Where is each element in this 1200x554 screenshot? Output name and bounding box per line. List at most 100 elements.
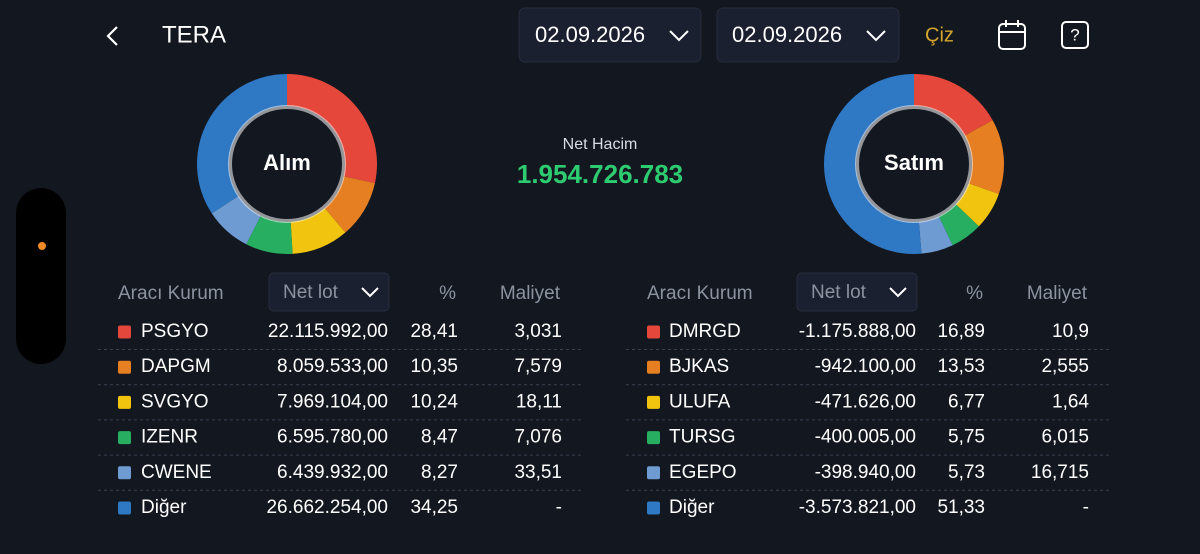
broker-name: SVGYO [141,391,209,412]
color-swatch [647,466,660,480]
column-header: Net lot [283,282,339,303]
chevron [889,287,907,298]
donut-hole [232,109,342,219]
title: TERA [162,21,226,48]
broker-name: TURSG [669,427,736,448]
cost: 1,64 [1052,391,1089,412]
broker-name: BJKAS [669,356,729,377]
column-header: Aracı Kurum [647,283,753,304]
date-from[interactable]: 02.09.2026 [518,7,702,63]
color-swatch [118,501,131,515]
percent: 8,47 [421,427,458,448]
chevron [669,30,689,42]
color-swatch [118,466,131,480]
column-header: Maliyet [1027,283,1088,304]
percent: 34,25 [410,497,458,518]
percent: 16,89 [937,321,985,342]
donut-segment [955,183,999,227]
cost: 2,555 [1041,356,1089,377]
percent: 28,41 [410,321,458,342]
broker-name: ULUFA [669,391,731,412]
donut-hole [859,109,969,219]
percent: 8,27 [421,462,458,483]
column-header: Aracı Kurum [118,283,224,304]
column-header: % [439,283,456,304]
donut-segment [918,216,953,254]
percent: 6,77 [948,391,985,412]
back-button[interactable] [106,26,118,46]
cost: 33,51 [514,462,562,483]
color-swatch [118,360,131,374]
donut-label: Alım [263,150,311,175]
cost: - [1083,497,1089,518]
color-swatch [647,501,660,515]
net-lot: 22.115.992,00 [268,321,388,342]
net-lot: -942.100,00 [815,356,916,377]
percent: 10,35 [410,356,458,377]
color-swatch [118,431,131,445]
broker-name: EGEPO [669,462,737,483]
cost: 7,076 [514,427,562,448]
broker-name: CWENE [141,462,212,483]
net-volume-value: 1.954.726.783 [517,159,683,189]
net-lot: 8.059.533,00 [277,356,388,377]
net-lot: -400.005,00 [815,427,916,448]
percent: 51,33 [937,497,985,518]
donut-segment [287,74,378,184]
color-swatch [647,325,660,339]
donut-segment [938,204,979,246]
percent: 13,53 [937,356,985,377]
help-mark: ? [1070,25,1079,44]
chevron [361,287,379,298]
date-text: 02.09.2026 [535,22,645,47]
percent: 5,75 [948,427,985,448]
net-lot: 6.595.780,00 [277,427,388,448]
percent: 10,24 [410,391,458,412]
cost: 10,9 [1052,321,1089,342]
donut-segment [246,215,293,254]
donut-segment [324,176,375,233]
column-header: Maliyet [500,283,561,304]
donut-segment [964,120,1005,195]
cost: 16,715 [1031,462,1089,483]
side-handle[interactable] [16,188,66,364]
help-icon[interactable]: ? [1061,21,1089,49]
cost: 7,579 [514,356,562,377]
dropdown-box[interactable] [796,272,918,312]
net-volume-label: Net Hacim [563,136,638,153]
date-text: 02.09.2026 [732,22,842,47]
percent: 5,73 [948,462,985,483]
net-lot: 6.439.932,00 [277,462,388,483]
broker-name: PSGYO [141,321,209,342]
date-to[interactable]: 02.09.2026 [716,7,900,63]
draw-button[interactable]: Çiz [925,24,954,46]
donut-label: Satım [884,150,944,175]
net-lot: -398.940,00 [815,462,916,483]
net-lot: 7.969.104,00 [277,391,388,412]
dropdown-box[interactable] [268,272,390,312]
column-header: % [966,283,983,304]
donut-segment [914,74,993,136]
calendar-icon[interactable] [998,20,1026,50]
date-box [716,7,900,63]
color-swatch [647,395,660,409]
cost: 18,11 [516,391,562,412]
side-dot [38,242,46,250]
broker-name: Diğer [141,497,187,518]
net-lot: 26.662.254,00 [266,497,388,518]
net-lot: -3.573.821,00 [799,497,916,518]
column-header: Net lot [811,282,867,303]
broker-name: IZENR [141,427,198,448]
broker-name: DMRGD [669,321,741,342]
donut-segment [823,74,922,255]
color-swatch [647,431,660,445]
net-lot: -471.626,00 [815,391,916,412]
color-swatch [118,325,131,339]
cost: 6,015 [1041,427,1089,448]
chevron [866,30,886,42]
net-lot: -1.175.888,00 [799,321,916,342]
donut-segment [196,74,287,214]
broker-name: Diğer [669,497,715,518]
